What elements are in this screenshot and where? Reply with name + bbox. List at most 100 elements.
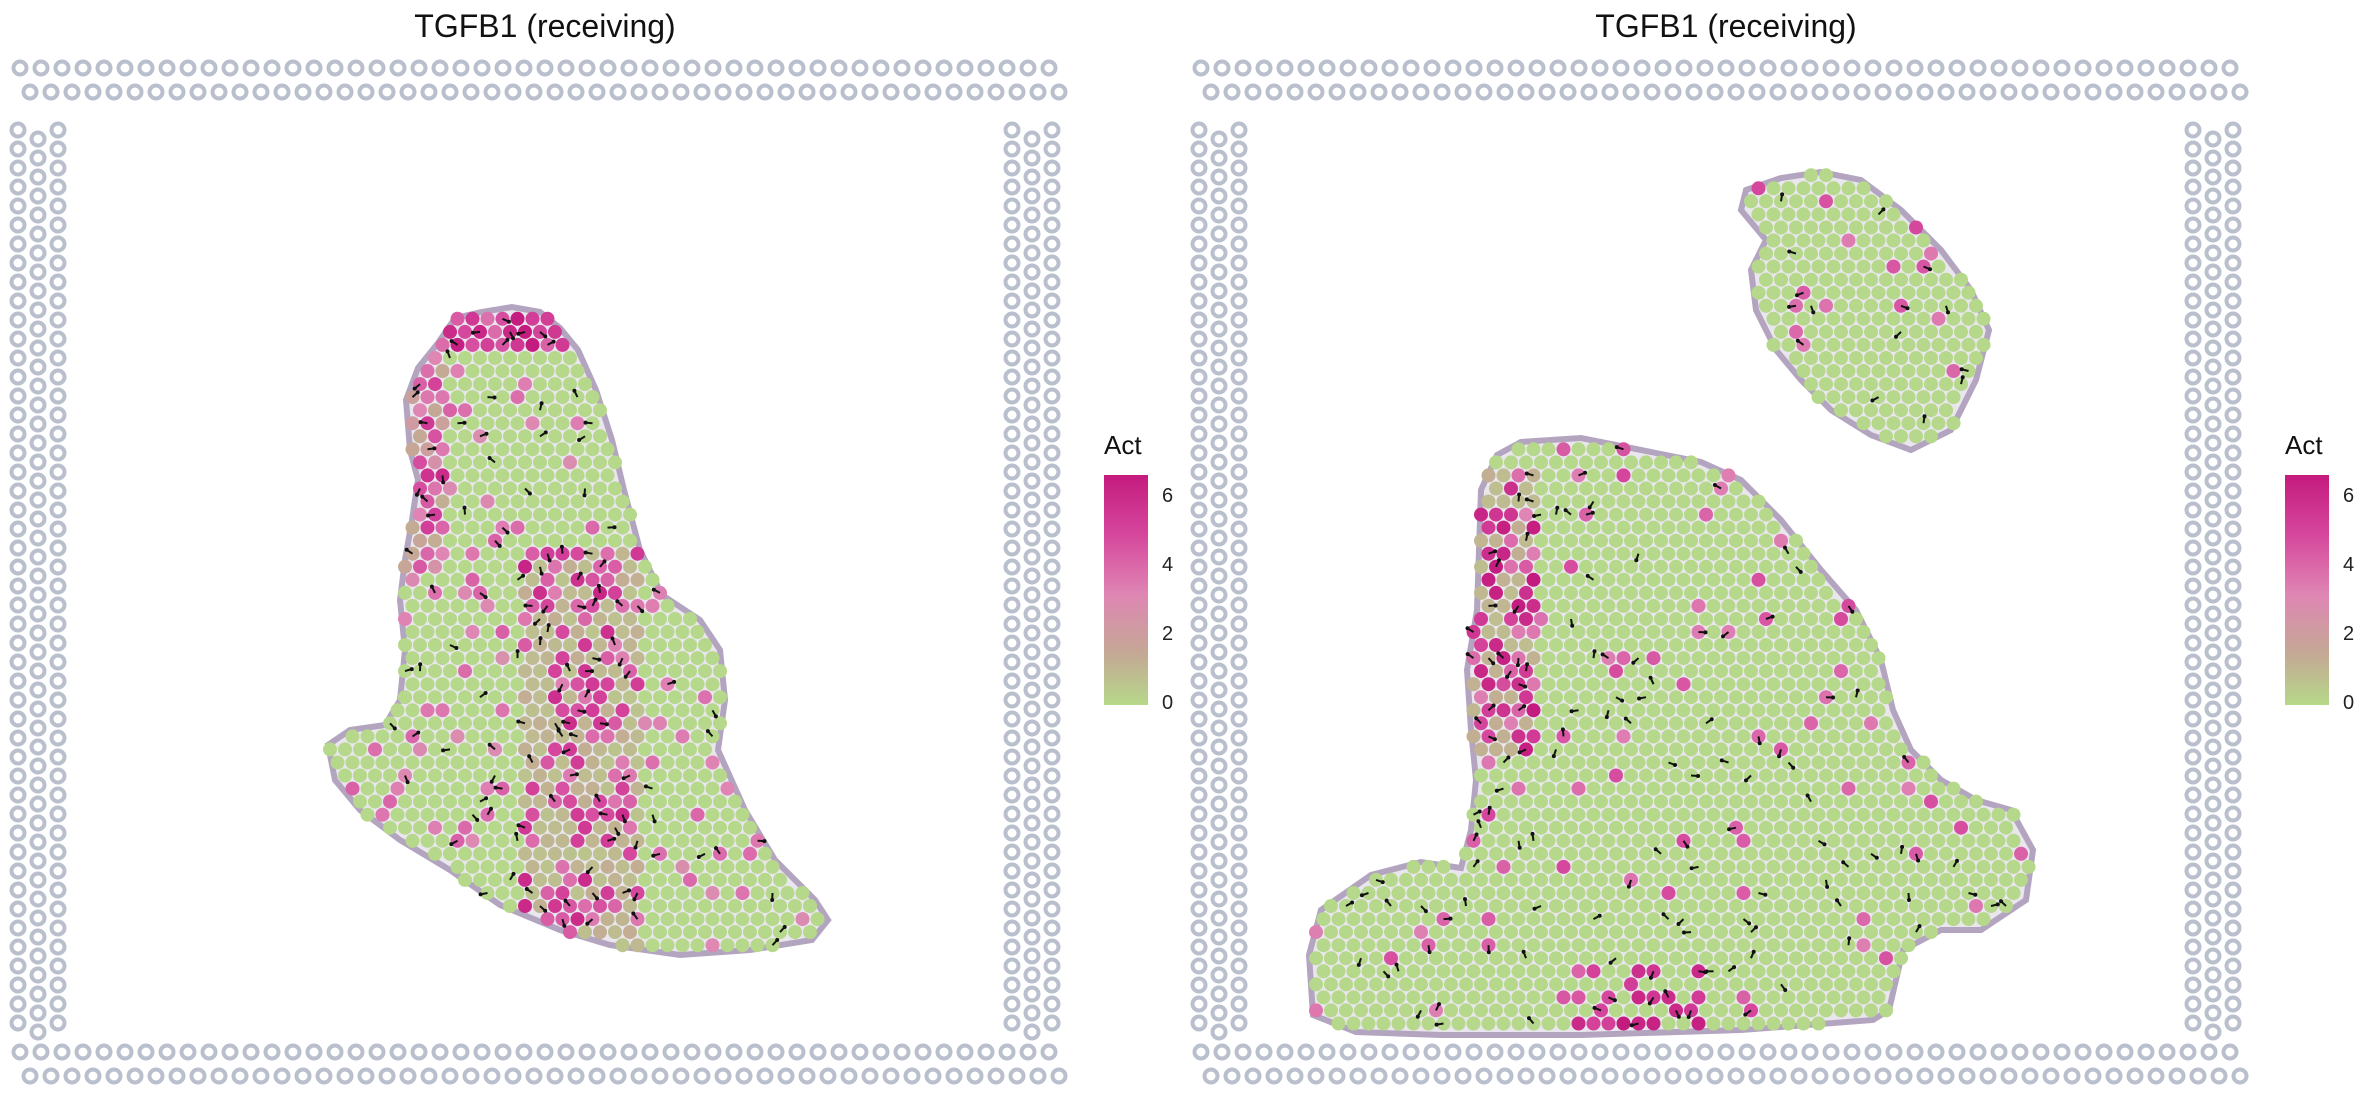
spot bbox=[1369, 925, 1383, 940]
fiducial-spot bbox=[578, 1043, 596, 1061]
spot bbox=[540, 520, 555, 535]
spot bbox=[1474, 1003, 1488, 1018]
spot bbox=[518, 742, 532, 757]
fiducial-spot bbox=[1190, 406, 1208, 424]
spot bbox=[1856, 233, 1871, 248]
fiducial-spot bbox=[1210, 605, 1228, 623]
fiducial-spot bbox=[1043, 805, 1061, 823]
arrow-head bbox=[548, 794, 553, 798]
spot bbox=[1406, 886, 1421, 900]
arrow-head bbox=[1524, 497, 1529, 502]
spot bbox=[1586, 520, 1601, 535]
spot bbox=[1826, 390, 1841, 405]
spot bbox=[1691, 781, 1706, 796]
fiducial-spot bbox=[263, 59, 281, 77]
fiducial-spot bbox=[1433, 83, 1451, 101]
spot bbox=[1609, 559, 1623, 574]
fiducial-spot bbox=[1210, 757, 1228, 775]
spot bbox=[1916, 337, 1931, 352]
fiducial-spot bbox=[1190, 425, 1208, 443]
spot bbox=[660, 781, 675, 796]
fiducial-spot bbox=[515, 1043, 533, 1061]
fiducial-spot bbox=[2184, 653, 2202, 671]
spot bbox=[1654, 742, 1668, 757]
fiducial-spot bbox=[1230, 824, 1248, 842]
spot bbox=[510, 546, 525, 561]
spot bbox=[1429, 925, 1443, 940]
spot bbox=[690, 833, 705, 848]
spot bbox=[1841, 990, 1856, 1005]
spot bbox=[1511, 572, 1526, 587]
fiducial-spot bbox=[431, 59, 449, 77]
spot bbox=[1586, 755, 1601, 770]
fiducial-spot bbox=[2184, 995, 2202, 1013]
spot bbox=[1489, 742, 1503, 757]
spot bbox=[1751, 546, 1766, 561]
spot bbox=[645, 677, 660, 692]
spot bbox=[1616, 964, 1631, 979]
spot bbox=[1886, 833, 1901, 848]
spot bbox=[510, 729, 525, 744]
arrow-head bbox=[556, 728, 561, 733]
fiducial-spot bbox=[1391, 83, 1409, 101]
spot bbox=[630, 859, 645, 874]
spot bbox=[735, 807, 750, 822]
spot bbox=[555, 337, 570, 352]
spot bbox=[668, 742, 682, 757]
fiducial-spot bbox=[1190, 387, 1208, 405]
spot bbox=[1969, 298, 1983, 313]
spot bbox=[1316, 938, 1331, 953]
spot bbox=[1841, 259, 1856, 274]
spot bbox=[645, 598, 660, 613]
spot bbox=[1961, 337, 1976, 352]
fiducial-spot bbox=[1210, 776, 1228, 794]
spot bbox=[1759, 585, 1773, 600]
spot bbox=[1691, 807, 1706, 822]
spot bbox=[443, 533, 457, 548]
spot bbox=[1481, 755, 1496, 770]
fiducial-spot bbox=[1003, 805, 1021, 823]
arrow-head bbox=[574, 772, 579, 777]
spot bbox=[1489, 951, 1503, 966]
spot bbox=[1601, 598, 1616, 613]
spot bbox=[660, 912, 675, 927]
spot bbox=[495, 729, 510, 744]
spot bbox=[1654, 690, 1668, 705]
spot bbox=[1556, 807, 1571, 822]
fiducial-spot bbox=[2063, 83, 2081, 101]
fiducial-spot bbox=[1043, 862, 1061, 880]
arrow-head bbox=[1791, 765, 1796, 770]
spot bbox=[458, 768, 472, 783]
spot bbox=[1939, 872, 1953, 887]
spot bbox=[585, 442, 600, 457]
spot bbox=[1744, 977, 1758, 992]
spot bbox=[1586, 625, 1601, 639]
spot bbox=[458, 324, 472, 339]
spot bbox=[1631, 677, 1646, 692]
spot bbox=[615, 859, 630, 874]
spot bbox=[1819, 1003, 1833, 1018]
spot bbox=[450, 625, 465, 639]
arrow-head bbox=[1631, 660, 1636, 665]
spot bbox=[1541, 859, 1556, 874]
spot bbox=[1901, 859, 1916, 874]
fiducial-spot bbox=[2224, 368, 2242, 386]
fiducial-spot bbox=[1043, 634, 1061, 652]
spot bbox=[578, 742, 592, 757]
arrow-head bbox=[622, 819, 627, 824]
spot bbox=[1654, 794, 1668, 809]
fiducial-spot bbox=[29, 985, 47, 1003]
spot bbox=[1691, 598, 1706, 613]
spot bbox=[1774, 638, 1788, 652]
spot bbox=[1744, 507, 1758, 522]
fiducial-spot bbox=[1210, 529, 1228, 547]
spot bbox=[630, 677, 645, 692]
fiducial-spot bbox=[2184, 463, 2202, 481]
spot bbox=[1811, 729, 1826, 744]
fiducial-spot bbox=[609, 83, 627, 101]
fiducial-spot bbox=[2224, 938, 2242, 956]
spot bbox=[1639, 612, 1653, 626]
arrow-head bbox=[632, 897, 637, 902]
spot bbox=[1886, 912, 1901, 927]
spot bbox=[1886, 781, 1901, 796]
